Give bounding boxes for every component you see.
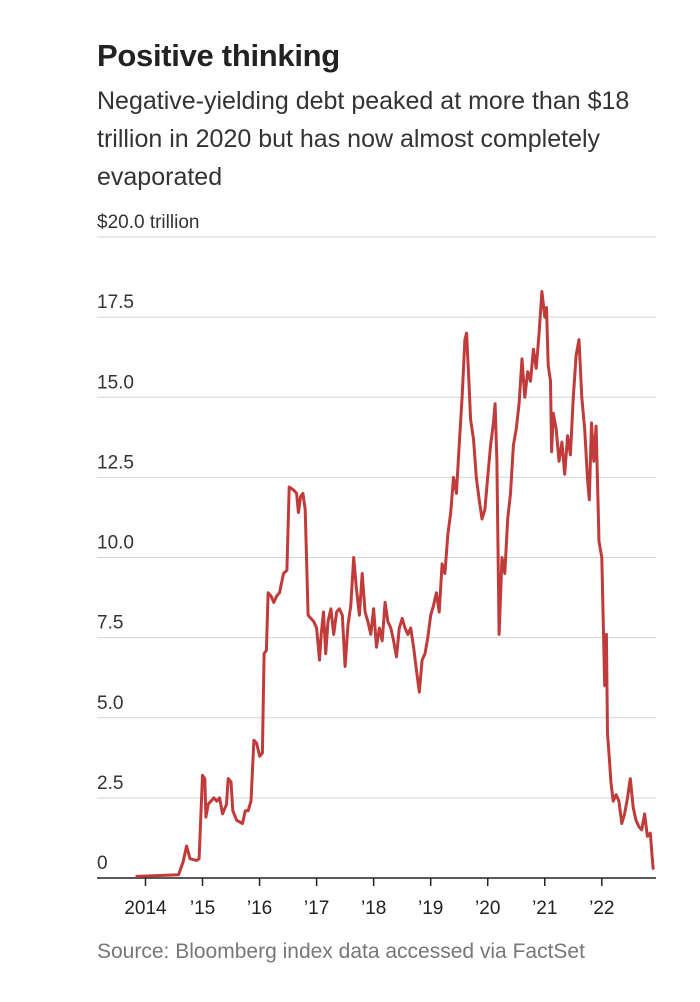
y-tick-label: 2.5 <box>97 773 123 794</box>
x-tick-label: ’16 <box>247 898 272 919</box>
y-tick-label: 12.5 <box>97 452 134 473</box>
chart-title: Positive thinking <box>97 38 340 73</box>
y-tick-label: 15.0 <box>97 372 134 393</box>
x-tick-label: ’17 <box>304 898 329 919</box>
y-tick-label: 7.5 <box>97 613 123 634</box>
x-axis-labels: 2014 ’15 ’16 ’17 ’18 ’19 ’20 ’21 ’22 <box>124 878 614 919</box>
y-tick-label: 10.0 <box>97 533 134 554</box>
y-axis-labels: $20.0 trillion 17.5 15.0 12.5 10.0 7.5 5.0 2.5 0 <box>97 212 199 874</box>
source-note: Source: Bloomberg index data accessed vi… <box>97 940 585 963</box>
y-tick-label: 17.5 <box>97 292 134 313</box>
x-tick-label: ’15 <box>190 898 215 919</box>
series-line <box>135 290 655 878</box>
chart-subtitle: Negative-yielding debt peaked at more th… <box>97 87 630 191</box>
grid-lines <box>97 236 656 879</box>
y-tick-label: 5.0 <box>97 693 123 714</box>
y-tick-label: 0 <box>97 853 108 874</box>
x-tick-label: ’20 <box>475 898 500 919</box>
x-tick-label: ’21 <box>532 898 557 919</box>
x-tick-label: ’18 <box>361 898 386 919</box>
x-tick-label: ’22 <box>589 898 614 919</box>
y-tick-label: $20.0 trillion <box>97 212 199 233</box>
x-tick-label: 2014 <box>124 898 167 919</box>
x-tick-label: ’19 <box>418 898 443 919</box>
series-layer <box>135 290 655 878</box>
